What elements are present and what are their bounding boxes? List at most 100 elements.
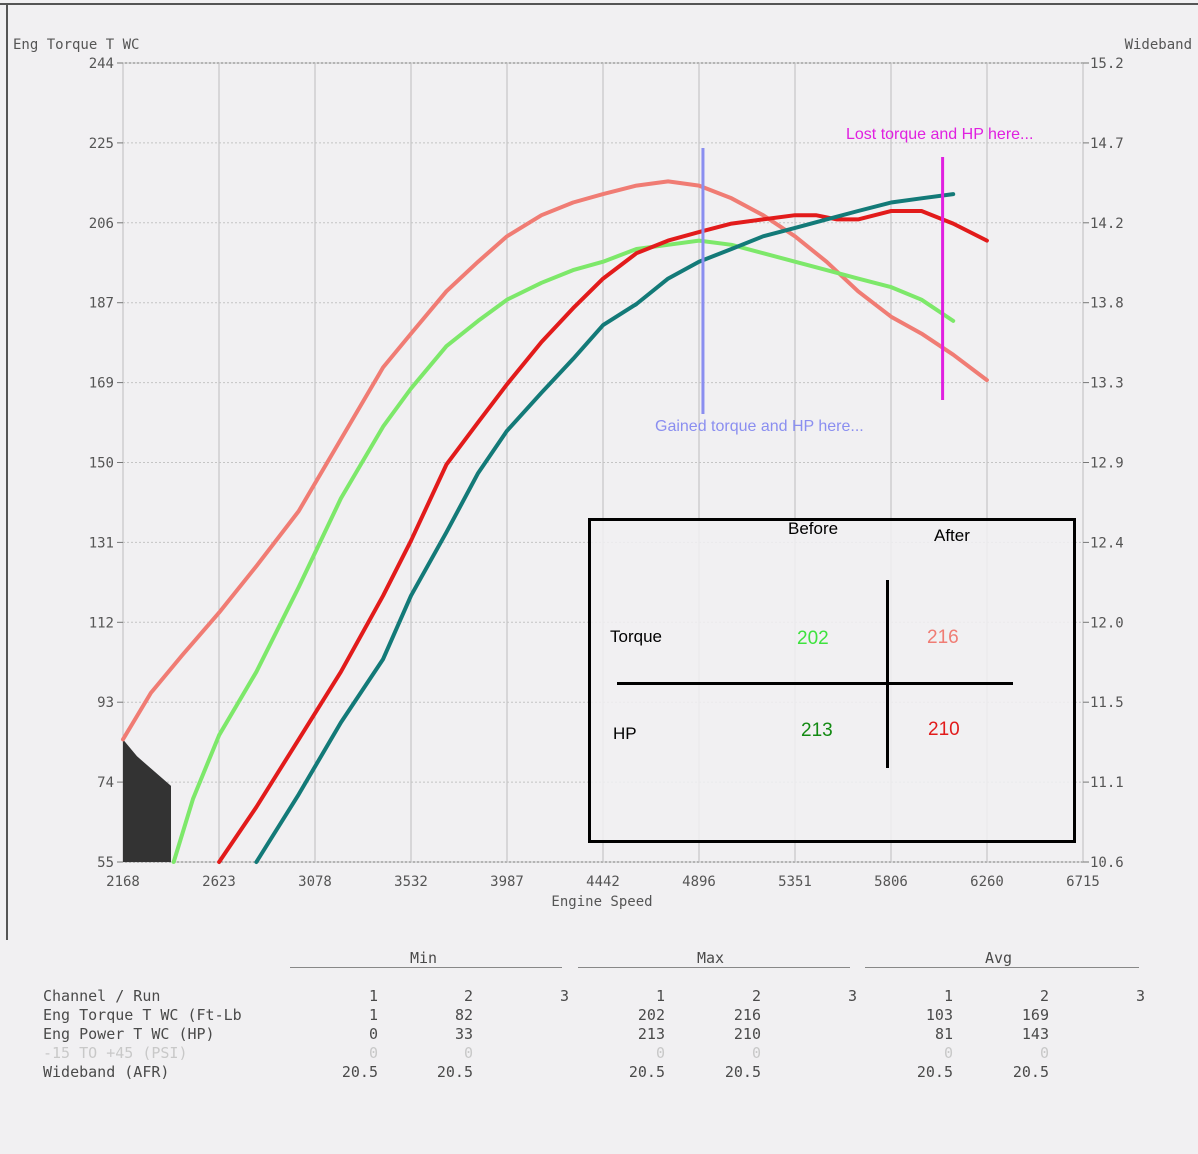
y-right-tick-label: 11.5	[1090, 695, 1124, 711]
min-run2-value: 33	[454, 1025, 473, 1043]
inset-vertical-divider	[886, 580, 889, 768]
max-run1-value: 213	[637, 1025, 665, 1043]
x-tick-label: 6260	[970, 874, 1004, 890]
max-run1-value: 202	[637, 1006, 665, 1024]
inset-torque-after: 216	[927, 627, 959, 648]
min-run1-value: 0	[368, 1025, 378, 1043]
x-tick-label: 3078	[298, 874, 332, 890]
x-tick-label: 2168	[106, 874, 140, 890]
y-left-tick-label: 55	[97, 855, 114, 871]
group-header-avg: Avg	[985, 949, 1013, 967]
inset-hp-before: 213	[801, 720, 833, 741]
channel-run-header: Channel / Run	[43, 987, 161, 1005]
avg-run1-value: 20.5	[916, 1063, 953, 1081]
y-right-tick-label: 13.8	[1090, 296, 1124, 312]
y-right-tick-label: 14.2	[1090, 216, 1124, 232]
channel-label: Wideband (AFR)	[43, 1063, 170, 1081]
y-left-tick-label: 225	[89, 136, 114, 152]
y-axis-left-label: Eng Torque T WC	[13, 37, 139, 53]
y-left-tick-label: 112	[89, 615, 114, 631]
series-line-4	[254, 192, 956, 864]
x-tick-label: 6715	[1066, 874, 1100, 890]
run-number: 3	[847, 987, 857, 1005]
y-right-tick-label: 12.0	[1090, 615, 1124, 631]
avg-run2-value: 169	[1021, 1006, 1049, 1024]
max-run2-value: 210	[733, 1025, 761, 1043]
x-tick-label: 4896	[682, 874, 716, 890]
summary-table: Min Max Avg Channel / Run 1 2 3 1 2 3 1 2 3 Eng To…	[0, 940, 1198, 1100]
y-right-tick-label: 12.4	[1090, 535, 1124, 551]
avg-run1-value: 0	[943, 1044, 953, 1062]
y-left-tick-label: 187	[89, 296, 114, 312]
inset-row-hp: HP	[613, 724, 637, 743]
group-header-max: Max	[697, 949, 725, 967]
x-tick-label: 3987	[490, 874, 524, 890]
avg-run2-value: 143	[1021, 1025, 1049, 1043]
group-header-min: Min	[410, 949, 438, 967]
channel-label: Eng Torque T WC (Ft-Lb	[43, 1006, 242, 1024]
x-tick-label: 2623	[202, 874, 236, 890]
y-left-tick-label: 74	[97, 775, 114, 791]
max-run1-value: 20.5	[628, 1063, 665, 1081]
y-left-tick-label: 150	[89, 456, 114, 472]
series-line-3	[217, 209, 989, 864]
channel-label: -15 TO +45 (PSI)	[43, 1044, 188, 1062]
y-right-tick-label: 11.1	[1090, 775, 1124, 791]
max-run2-value: 0	[751, 1044, 761, 1062]
max-run2-value: 20.5	[724, 1063, 761, 1081]
inset-col-after: After	[934, 526, 970, 545]
avg-header-rule	[865, 967, 1139, 968]
run-number: 1	[368, 987, 378, 1005]
x-tick-label: 4442	[586, 874, 620, 890]
x-tick-label: 5351	[778, 874, 812, 890]
run-number: 2	[463, 987, 473, 1005]
avg-run1-value: 103	[925, 1006, 953, 1024]
inset-torque-before: 202	[797, 628, 829, 649]
series-line-2	[171, 238, 956, 864]
min-run2-value: 20.5	[436, 1063, 473, 1081]
y-left-tick-label: 131	[89, 535, 114, 551]
run-number: 1	[943, 987, 953, 1005]
avg-run2-value: 20.5	[1012, 1063, 1049, 1081]
series-line-1	[121, 179, 989, 742]
inset-hp-after: 210	[928, 719, 960, 740]
lost-annotation-text: Lost torque and HP here...	[846, 126, 1033, 143]
avg-run2-value: 0	[1039, 1044, 1049, 1062]
inset-row-torque: Torque	[610, 627, 662, 646]
y-right-tick-label: 13.3	[1090, 376, 1124, 392]
y-axis-right-label: Wideband	[1125, 37, 1192, 53]
run-number: 2	[751, 987, 761, 1005]
low-rpm-shaded-region	[123, 739, 171, 862]
min-run1-value: 0	[368, 1044, 378, 1062]
y-right-tick-label: 12.9	[1090, 456, 1124, 472]
min-run1-value: 20.5	[341, 1063, 378, 1081]
min-header-rule	[290, 967, 562, 968]
x-tick-label: 5806	[874, 874, 908, 890]
y-left-tick-label: 169	[89, 376, 114, 392]
inset-horizontal-divider	[617, 682, 1013, 685]
y-right-tick-label: 10.6	[1090, 855, 1124, 871]
run-number: 1	[655, 987, 665, 1005]
x-tick-label: 3532	[394, 874, 428, 890]
max-header-rule	[578, 967, 850, 968]
comparison-inset	[588, 518, 1076, 843]
inset-col-before: Before	[788, 519, 839, 538]
channel-label: Eng Power T WC (HP)	[43, 1025, 215, 1043]
gained-annotation-text: Gained torque and HP here...	[655, 418, 864, 435]
y-left-tick-label: 206	[89, 216, 114, 232]
y-right-tick-label: 14.7	[1090, 136, 1124, 152]
y-left-tick-label: 244	[89, 56, 114, 72]
min-run1-value: 1	[368, 1006, 378, 1024]
min-run2-value: 0	[463, 1044, 473, 1062]
x-axis-label: Engine Speed	[551, 894, 652, 910]
avg-run1-value: 81	[934, 1025, 953, 1043]
max-run1-value: 0	[655, 1044, 665, 1062]
min-run2-value: 82	[454, 1006, 473, 1024]
max-run2-value: 216	[733, 1006, 761, 1024]
run-number: 2	[1039, 987, 1049, 1005]
y-right-tick-label: 15.2	[1090, 56, 1124, 72]
run-number: 3	[1135, 987, 1145, 1005]
run-number: 3	[559, 987, 569, 1005]
y-left-tick-label: 93	[97, 695, 114, 711]
